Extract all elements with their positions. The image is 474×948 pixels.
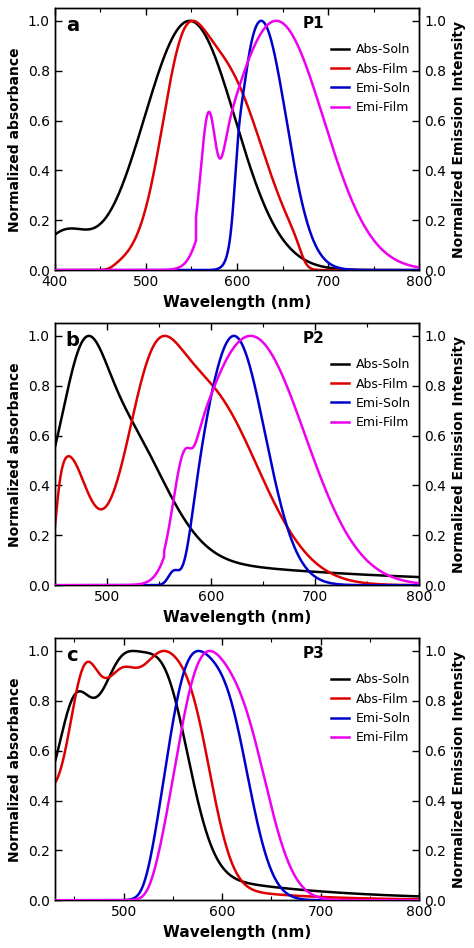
X-axis label: Wavelength (nm): Wavelength (nm) [163, 924, 311, 939]
Y-axis label: Normalized absorbance: Normalized absorbance [9, 677, 22, 862]
Legend: Abs-Soln, Abs-Film, Emi-Soln, Emi-Film: Abs-Soln, Abs-Film, Emi-Soln, Emi-Film [328, 671, 413, 747]
Legend: Abs-Soln, Abs-Film, Emi-Soln, Emi-Film: Abs-Soln, Abs-Film, Emi-Soln, Emi-Film [328, 356, 413, 431]
X-axis label: Wavelength (nm): Wavelength (nm) [163, 610, 311, 625]
Y-axis label: Normalized Emission Intensity: Normalized Emission Intensity [452, 21, 465, 258]
Text: P1: P1 [302, 16, 324, 31]
Y-axis label: Normalized Emission Intensity: Normalized Emission Intensity [452, 651, 465, 888]
Y-axis label: Normalized absorbance: Normalized absorbance [9, 362, 22, 547]
Text: c: c [66, 647, 77, 665]
Y-axis label: Normalized Emission Intensity: Normalized Emission Intensity [452, 336, 465, 573]
Text: P2: P2 [302, 331, 325, 346]
Legend: Abs-Soln, Abs-Film, Emi-Soln, Emi-Film: Abs-Soln, Abs-Film, Emi-Soln, Emi-Film [328, 41, 413, 117]
Text: a: a [66, 16, 79, 35]
Y-axis label: Normalized absorbance: Normalized absorbance [9, 46, 22, 231]
X-axis label: Wavelength (nm): Wavelength (nm) [163, 295, 311, 309]
Text: P3: P3 [302, 647, 324, 662]
Text: b: b [66, 331, 80, 350]
